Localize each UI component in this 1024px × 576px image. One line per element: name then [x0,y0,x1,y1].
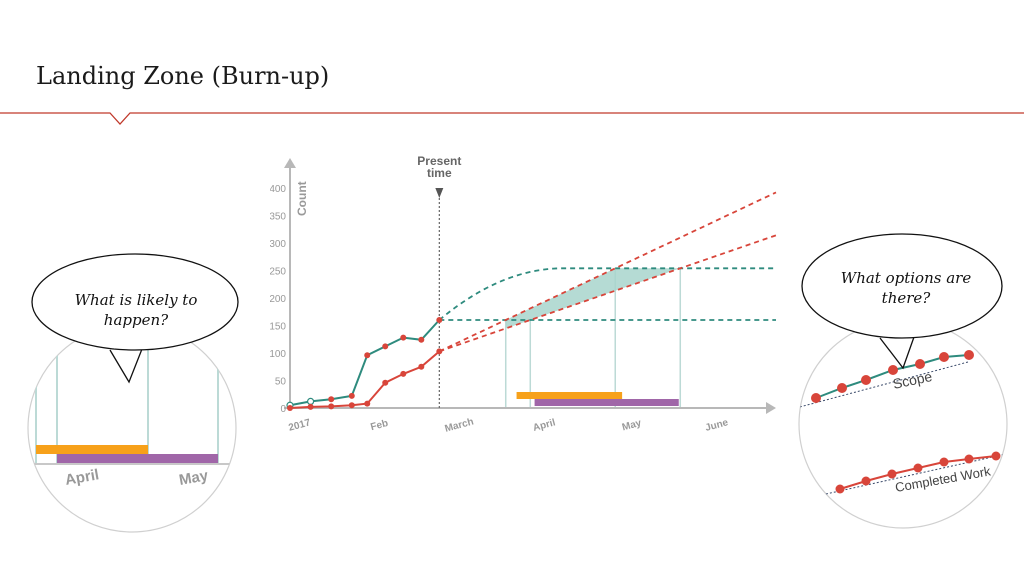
zoom-orange-bar [36,445,148,454]
y-tick-label: 350 [270,212,286,223]
completed-point [400,370,407,377]
scope-point [436,317,443,323]
completed-point [307,403,314,410]
bubble-right-text: What options are there? [840,269,972,307]
bubble-left-text: What is likely to happen? [74,291,198,329]
speech-bubble-right [801,233,1003,370]
present-time-label: Present time [417,154,461,180]
slide-title: Landing Zone (Burn-up) [36,62,330,90]
scope-point [418,336,425,343]
y-axis-label: Count [295,181,309,216]
y-tick-label: 150 [270,322,286,333]
scope-point [382,343,389,350]
schedule-bar [622,399,679,406]
schedule-bar [534,399,646,406]
completed-point [287,405,293,411]
completed-point [328,403,335,410]
present-time-arrow [435,188,444,198]
y-tick-label: 200 [270,294,286,305]
completed-point [382,379,389,386]
completed-forecast-pessimistic [439,234,777,353]
speech-bubble-left [31,253,239,384]
y-tick-label: 100 [270,349,286,360]
completed-point [364,400,371,407]
completed-point [348,402,355,409]
x-tick-label: Feb [369,418,389,433]
y-tick-label: 50 [275,377,287,388]
scope-point [328,396,335,403]
scope-point [400,334,407,341]
completed-point [418,363,425,370]
x-tick-label: March [444,416,475,434]
x-tick-label: 2017 [287,417,312,433]
scope-forecast-high [438,267,777,321]
x-tick-label: June [704,417,730,434]
x-tick-label: April [532,417,557,434]
x-tick-label: May [621,418,643,434]
zoom-circle-lines: Scope Completed Work [798,322,1008,529]
completed-forecast-optimistic [438,191,777,353]
scope-line [289,319,441,407]
zoom-label-may: May [178,467,210,489]
completed-point [436,348,443,355]
y-axis-arrow [284,158,296,168]
zoom-purple-bar [57,454,218,464]
scope-point [306,397,315,405]
y-tick-label: 300 [270,239,286,250]
zoom-label-april: April [64,466,101,489]
x-axis-arrow [766,402,776,414]
scope-point [364,352,371,359]
scope-point [348,392,355,399]
title-divider [0,112,1024,125]
y-tick-label: 250 [270,267,286,278]
y-tick-label: 0 [280,404,286,415]
burnup-chart: Count 0 50 100 150 200 250 300 350 400 2017 Feb Ma… [270,154,777,435]
schedule-bar [516,392,623,399]
y-tick-label: 400 [270,184,286,195]
